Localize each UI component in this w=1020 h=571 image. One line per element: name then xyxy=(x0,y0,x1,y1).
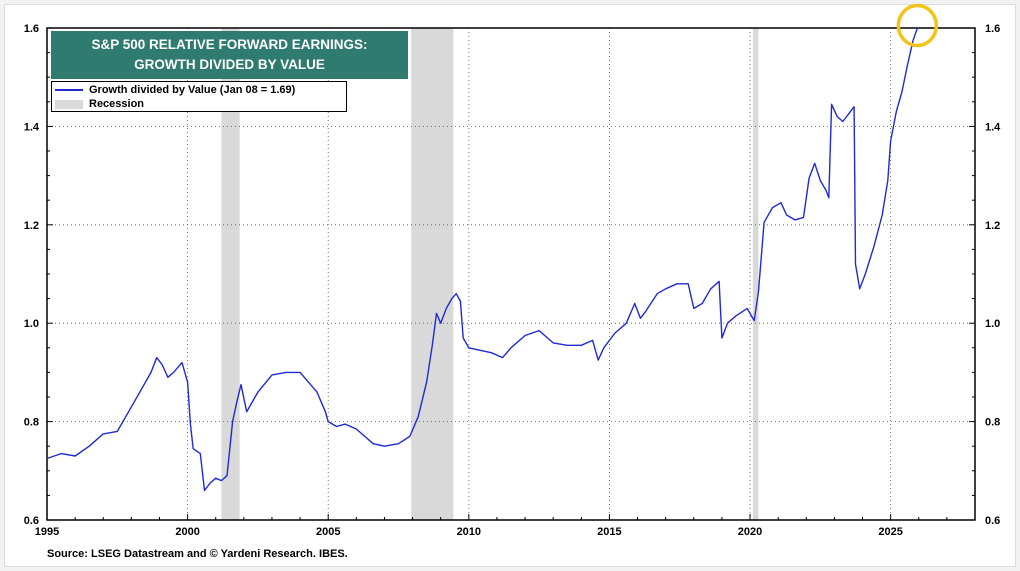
recession-band-0 xyxy=(221,28,240,520)
chart-subtitle: GROWTH DIVIDED BY VALUE xyxy=(134,57,325,72)
axis-ticks xyxy=(46,27,976,521)
legend-line-swatch xyxy=(55,89,83,91)
recession-bands xyxy=(221,28,759,520)
x-tick-label-2000: 2000 xyxy=(175,526,199,538)
y-tick-label-left-3: 1.2 xyxy=(24,220,39,232)
legend-recession-swatch xyxy=(55,99,83,109)
x-tick-label-2020: 2020 xyxy=(738,526,762,538)
chart-title: S&P 500 RELATIVE FORWARD EARNINGS: xyxy=(91,37,368,52)
legend: Growth divided by Value (Jan 08 = 1.69) … xyxy=(51,81,347,112)
highlight-circle xyxy=(896,3,939,48)
x-tick-label-2015: 2015 xyxy=(597,526,621,538)
y-tick-label-right-3: 1.2 xyxy=(985,220,1000,232)
y-tick-label-right-4: 1.4 xyxy=(985,121,1001,133)
y-tick-label-left-5: 1.6 xyxy=(24,23,39,35)
x-tick-label-2005: 2005 xyxy=(316,526,340,538)
y-tick-label-left-4: 1.4 xyxy=(24,121,40,133)
chart-title-box: S&P 500 RELATIVE FORWARD EARNINGS: GROWT… xyxy=(51,31,408,79)
source-note: Source: LSEG Datastream and © Yardeni Re… xyxy=(47,548,348,560)
y-tick-label-right-1: 0.8 xyxy=(985,417,1000,429)
legend-recession-label: Recession xyxy=(89,98,145,110)
x-tick-label-2025: 2025 xyxy=(878,526,902,538)
legend-series-label: Growth divided by Value (Jan 08 = 1.69) xyxy=(89,84,296,96)
y-tick-label-right-0: 0.6 xyxy=(985,515,1000,527)
x-tick-label-2010: 2010 xyxy=(457,526,481,538)
y-tick-label-left-0: 0.6 xyxy=(24,515,39,527)
x-tick-label-1995: 1995 xyxy=(35,526,59,538)
y-tick-label-right-5: 1.6 xyxy=(985,23,1000,35)
legend-item-series: Growth divided by Value (Jan 08 = 1.69) xyxy=(55,83,295,97)
y-tick-label-left-2: 1.0 xyxy=(24,318,39,330)
y-tick-label-left-1: 0.8 xyxy=(24,417,39,429)
recession-band-1 xyxy=(411,28,454,520)
recession-band-2 xyxy=(752,28,759,520)
grid-lines xyxy=(47,28,975,520)
growth-value-series-line xyxy=(46,27,919,492)
axis-tick-labels: 1995 2000 2005 2010 2015 2020 2025 0.6 0.6 0.8 0.8… xyxy=(24,23,1001,538)
legend-item-recession: Recession xyxy=(55,97,144,111)
y-tick-label-right-2: 1.0 xyxy=(985,318,1000,330)
